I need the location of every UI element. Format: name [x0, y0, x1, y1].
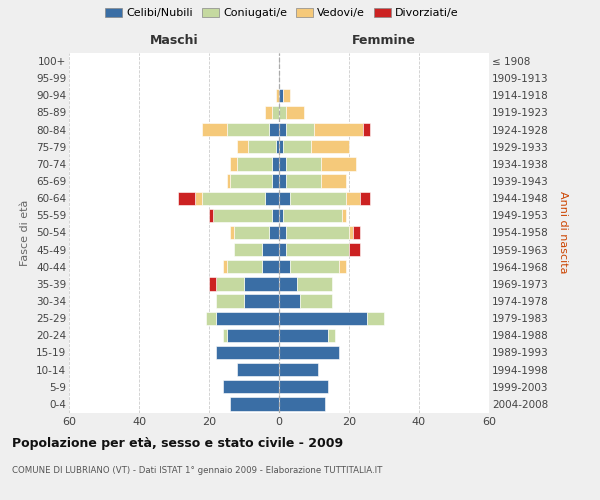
Bar — [283, 140, 311, 153]
Bar — [359, 192, 370, 205]
Bar — [227, 174, 230, 188]
Bar — [367, 312, 384, 325]
Y-axis label: Anni di nascita: Anni di nascita — [558, 191, 568, 274]
Y-axis label: Fasce di età: Fasce di età — [20, 200, 31, 266]
Bar — [223, 260, 227, 274]
Bar — [205, 312, 216, 325]
Bar — [275, 140, 279, 153]
Bar — [227, 328, 279, 342]
Bar — [244, 294, 279, 308]
Bar — [296, 277, 331, 290]
Bar — [262, 243, 279, 256]
Bar — [265, 192, 279, 205]
Text: Maschi: Maschi — [149, 34, 199, 48]
Bar — [279, 260, 290, 274]
Bar — [290, 192, 346, 205]
Bar — [279, 397, 325, 410]
Bar — [216, 277, 244, 290]
Bar — [321, 174, 346, 188]
Bar — [230, 226, 233, 239]
Bar — [279, 277, 296, 290]
Bar — [283, 88, 290, 102]
Bar — [216, 294, 244, 308]
Bar — [279, 208, 283, 222]
Bar — [237, 363, 279, 376]
Bar — [272, 106, 279, 119]
Bar — [244, 277, 279, 290]
Bar — [279, 123, 286, 136]
Bar — [349, 226, 353, 239]
Bar — [286, 226, 349, 239]
Bar — [279, 294, 300, 308]
Bar — [279, 88, 283, 102]
Bar — [286, 243, 349, 256]
Bar — [338, 260, 346, 274]
Bar — [202, 192, 265, 205]
Bar — [209, 277, 216, 290]
Bar — [279, 140, 283, 153]
Bar — [349, 243, 359, 256]
Bar — [209, 208, 212, 222]
Bar — [223, 380, 279, 394]
Legend: Celibi/Nubili, Coniugati/e, Vedovi/e, Divorziati/e: Celibi/Nubili, Coniugati/e, Vedovi/e, Di… — [101, 3, 463, 22]
Text: Femmine: Femmine — [352, 34, 416, 48]
Bar — [269, 226, 279, 239]
Bar — [314, 123, 363, 136]
Bar — [279, 226, 286, 239]
Bar — [279, 192, 290, 205]
Bar — [279, 243, 286, 256]
Bar — [342, 208, 346, 222]
Bar — [195, 192, 202, 205]
Bar — [265, 106, 272, 119]
Bar — [363, 123, 370, 136]
Bar — [275, 88, 279, 102]
Bar — [353, 226, 359, 239]
Bar — [279, 328, 328, 342]
Bar — [283, 208, 342, 222]
Text: Popolazione per età, sesso e stato civile - 2009: Popolazione per età, sesso e stato civil… — [12, 438, 343, 450]
Bar — [269, 123, 279, 136]
Bar — [202, 123, 227, 136]
Bar — [286, 157, 321, 170]
Bar — [279, 106, 286, 119]
Bar — [272, 174, 279, 188]
Bar — [233, 226, 269, 239]
Bar — [216, 312, 279, 325]
Bar — [286, 106, 304, 119]
Bar — [227, 123, 269, 136]
Bar — [286, 174, 321, 188]
Bar — [272, 157, 279, 170]
Bar — [230, 174, 272, 188]
Bar — [230, 397, 279, 410]
Bar — [223, 328, 227, 342]
Bar — [279, 312, 367, 325]
Bar — [233, 243, 262, 256]
Bar — [279, 157, 286, 170]
Bar — [230, 157, 237, 170]
Bar — [279, 346, 338, 359]
Bar — [237, 140, 248, 153]
Bar — [328, 328, 335, 342]
Bar — [279, 174, 286, 188]
Bar — [279, 380, 328, 394]
Bar — [290, 260, 338, 274]
Bar — [248, 140, 275, 153]
Bar — [300, 294, 331, 308]
Bar — [262, 260, 279, 274]
Bar — [311, 140, 349, 153]
Bar — [227, 260, 262, 274]
Bar — [279, 363, 317, 376]
Bar — [237, 157, 272, 170]
Bar — [272, 208, 279, 222]
Text: COMUNE DI LUBRIANO (VT) - Dati ISTAT 1° gennaio 2009 - Elaborazione TUTTITALIA.I: COMUNE DI LUBRIANO (VT) - Dati ISTAT 1° … — [12, 466, 382, 475]
Bar — [178, 192, 195, 205]
Bar — [346, 192, 359, 205]
Bar — [212, 208, 272, 222]
Bar — [321, 157, 356, 170]
Bar — [216, 346, 279, 359]
Bar — [286, 123, 314, 136]
